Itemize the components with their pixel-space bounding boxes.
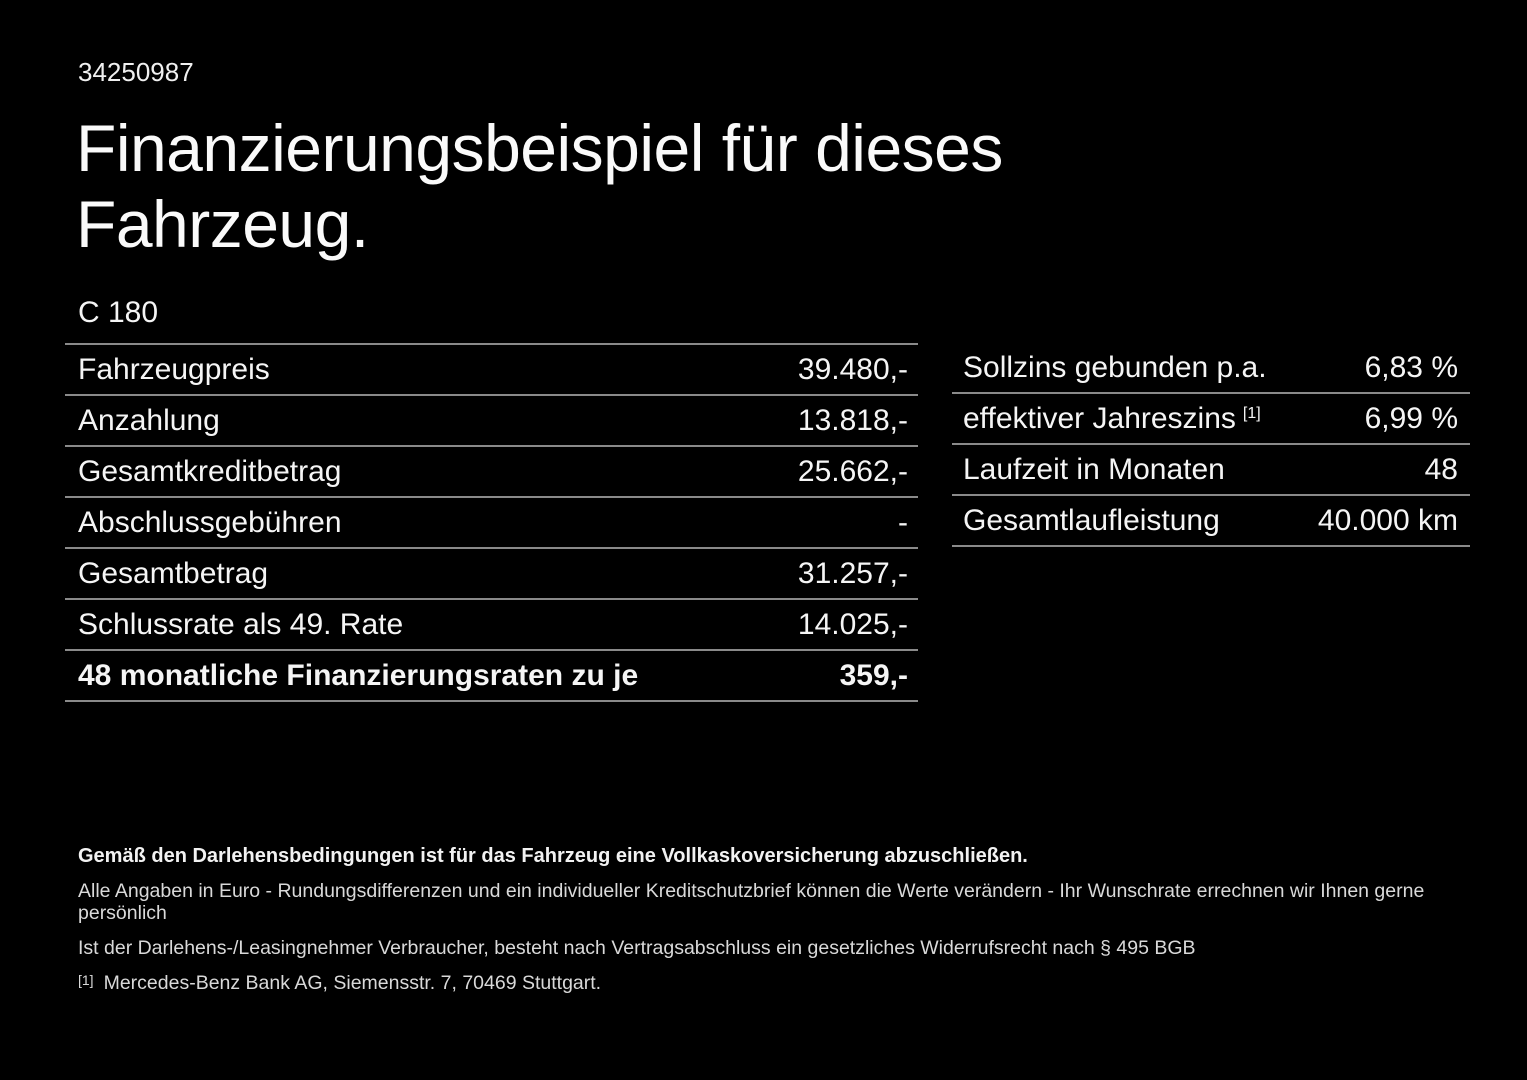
- table-row-sollzins: Sollzins gebunden p.a. 6,83 %: [952, 343, 1470, 394]
- legal-footer: Gemäß den Darlehensbedingungen ist für d…: [78, 845, 1468, 995]
- row-label-text: effektiver Jahreszins: [963, 401, 1236, 435]
- finance-tables: Fahrzeugpreis 39.480,- Anzahlung 13.818,…: [65, 343, 1470, 702]
- row-value: 359,-: [839, 658, 908, 692]
- row-value: -: [898, 505, 908, 539]
- table-row-anzahlung: Anzahlung 13.818,-: [65, 394, 918, 445]
- row-value: 39.480,-: [797, 352, 908, 386]
- row-label: effektiver Jahreszins [1]: [952, 402, 1261, 436]
- page-title-line-1: Finanzierungsbeispiel für dieses: [76, 111, 1003, 185]
- row-label: 48 monatliche Finanzierungsraten zu je: [78, 658, 639, 692]
- row-label: Gesamtbetrag: [78, 556, 269, 590]
- row-label: Laufzeit in Monaten: [963, 452, 1225, 486]
- disclaimer-line-2: Ist der Darlehens-/Leasingnehmer Verbrau…: [78, 937, 1196, 959]
- table-row-fahrzeugpreis: Fahrzeugpreis 39.480,-: [65, 343, 918, 394]
- row-label: Gesamtlaufleistung: [963, 503, 1220, 537]
- table-row-laufzeit: Laufzeit in Monaten 48: [952, 445, 1470, 496]
- footnote-marker: [1]: [78, 972, 94, 988]
- table-row-gesamtkreditbetrag: Gesamtkreditbetrag 25.662,-: [65, 445, 918, 496]
- footnote-text: Mercedes-Benz Bank AG, Siemensstr. 7, 70…: [103, 972, 602, 994]
- row-value: 6,83 %: [1364, 350, 1458, 384]
- table-row-schlussrate: Schlussrate als 49. Rate 14.025,-: [65, 598, 918, 649]
- row-label: Gesamtkreditbetrag: [78, 454, 342, 488]
- row-value: 31.257,-: [797, 556, 908, 590]
- document-number: 34250987: [78, 57, 194, 87]
- row-value: 6,99 %: [1364, 401, 1458, 435]
- table-row-gesamtbetrag: Gesamtbetrag 31.257,-: [65, 547, 918, 598]
- page-title-line-2: Fahrzeug.: [76, 187, 369, 261]
- row-label: Abschlussgebühren: [78, 505, 342, 539]
- row-value: 14.025,-: [797, 607, 908, 641]
- table-row-abschlussgebuehren: Abschlussgebühren -: [65, 496, 918, 547]
- disclaimer-line-1: Alle Angaben in Euro - Rundungsdifferenz…: [78, 880, 1425, 924]
- page-title: Finanzierungsbeispiel für dieses Fahrzeug…: [76, 110, 1003, 262]
- row-label: Sollzins gebunden p.a.: [963, 350, 1267, 384]
- conditions-table: Sollzins gebunden p.a. 6,83 % effektiver…: [952, 343, 1470, 547]
- row-label: Schlussrate als 49. Rate: [78, 607, 404, 641]
- footnote-reference: [1]: [1242, 404, 1261, 422]
- vehicle-model: C 180: [78, 296, 159, 329]
- bank-footnote: [1] Mercedes-Benz Bank AG, Siemensstr. 7,…: [78, 972, 1468, 995]
- row-value: 25.662,-: [797, 454, 908, 488]
- table-row-effektiver-jahreszins: effektiver Jahreszins [1] 6,99 %: [952, 394, 1470, 445]
- row-label: Fahrzeugpreis: [78, 352, 270, 386]
- row-label: Anzahlung: [78, 403, 220, 437]
- insurance-note: Gemäß den Darlehensbedingungen ist für d…: [78, 845, 1028, 867]
- row-value: 40.000 km: [1317, 503, 1458, 537]
- finance-table: Fahrzeugpreis 39.480,- Anzahlung 13.818,…: [65, 343, 918, 702]
- row-value: 13.818,-: [797, 403, 908, 437]
- row-value: 48: [1424, 452, 1458, 486]
- table-row-gesamtlaufleistung: Gesamtlaufleistung 40.000 km: [952, 496, 1470, 547]
- table-row-monatsrate: 48 monatliche Finanzierungsraten zu je 3…: [65, 649, 918, 702]
